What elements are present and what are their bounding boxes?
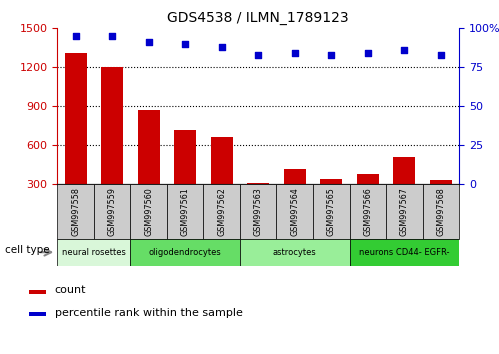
Bar: [174, 130, 196, 223]
Point: [145, 40, 153, 45]
Bar: [430, 180, 452, 223]
Text: astrocytes: astrocytes: [273, 248, 317, 257]
Bar: [349, 239, 459, 266]
Text: GSM997558: GSM997558: [71, 187, 80, 236]
Point: [364, 50, 372, 56]
Text: GSM997559: GSM997559: [108, 187, 117, 236]
Bar: [101, 67, 123, 223]
Bar: [313, 184, 349, 239]
Point: [72, 33, 80, 39]
Text: GSM997568: GSM997568: [436, 187, 445, 236]
Bar: [29, 312, 46, 316]
Text: GSM997565: GSM997565: [327, 187, 336, 236]
Bar: [167, 184, 204, 239]
Text: neural rosettes: neural rosettes: [62, 248, 126, 257]
Point: [254, 52, 262, 58]
Point: [400, 47, 408, 53]
Text: GSM997561: GSM997561: [181, 187, 190, 236]
Text: GSM997562: GSM997562: [217, 187, 226, 236]
Text: GSM997560: GSM997560: [144, 187, 153, 236]
Point: [218, 44, 226, 50]
Bar: [57, 239, 130, 266]
Text: cell type: cell type: [5, 245, 49, 256]
Bar: [320, 179, 342, 223]
Bar: [130, 184, 167, 239]
Bar: [211, 137, 233, 223]
Bar: [138, 110, 160, 223]
Point: [108, 33, 116, 39]
Bar: [57, 184, 94, 239]
Text: percentile rank within the sample: percentile rank within the sample: [55, 308, 243, 318]
Bar: [393, 157, 415, 223]
Text: GSM997563: GSM997563: [253, 187, 263, 236]
Bar: [240, 239, 349, 266]
Bar: [276, 184, 313, 239]
Bar: [248, 183, 269, 223]
Text: GSM997567: GSM997567: [400, 187, 409, 236]
Bar: [130, 239, 240, 266]
Text: count: count: [55, 285, 86, 296]
Point: [327, 52, 335, 58]
Bar: [204, 184, 240, 239]
Bar: [357, 174, 379, 223]
Point: [291, 50, 299, 56]
Point: [437, 52, 445, 58]
Text: neurons CD44- EGFR-: neurons CD44- EGFR-: [359, 248, 450, 257]
Bar: [386, 184, 423, 239]
Bar: [423, 184, 459, 239]
Bar: [65, 53, 87, 223]
Point: [181, 41, 189, 47]
Text: GSM997564: GSM997564: [290, 187, 299, 236]
Bar: [284, 169, 306, 223]
Bar: [29, 290, 46, 294]
Text: oligodendrocytes: oligodendrocytes: [149, 248, 222, 257]
Bar: [94, 184, 130, 239]
Text: GSM997566: GSM997566: [363, 187, 372, 236]
Bar: [349, 184, 386, 239]
Title: GDS4538 / ILMN_1789123: GDS4538 / ILMN_1789123: [168, 11, 349, 24]
Bar: [240, 184, 276, 239]
